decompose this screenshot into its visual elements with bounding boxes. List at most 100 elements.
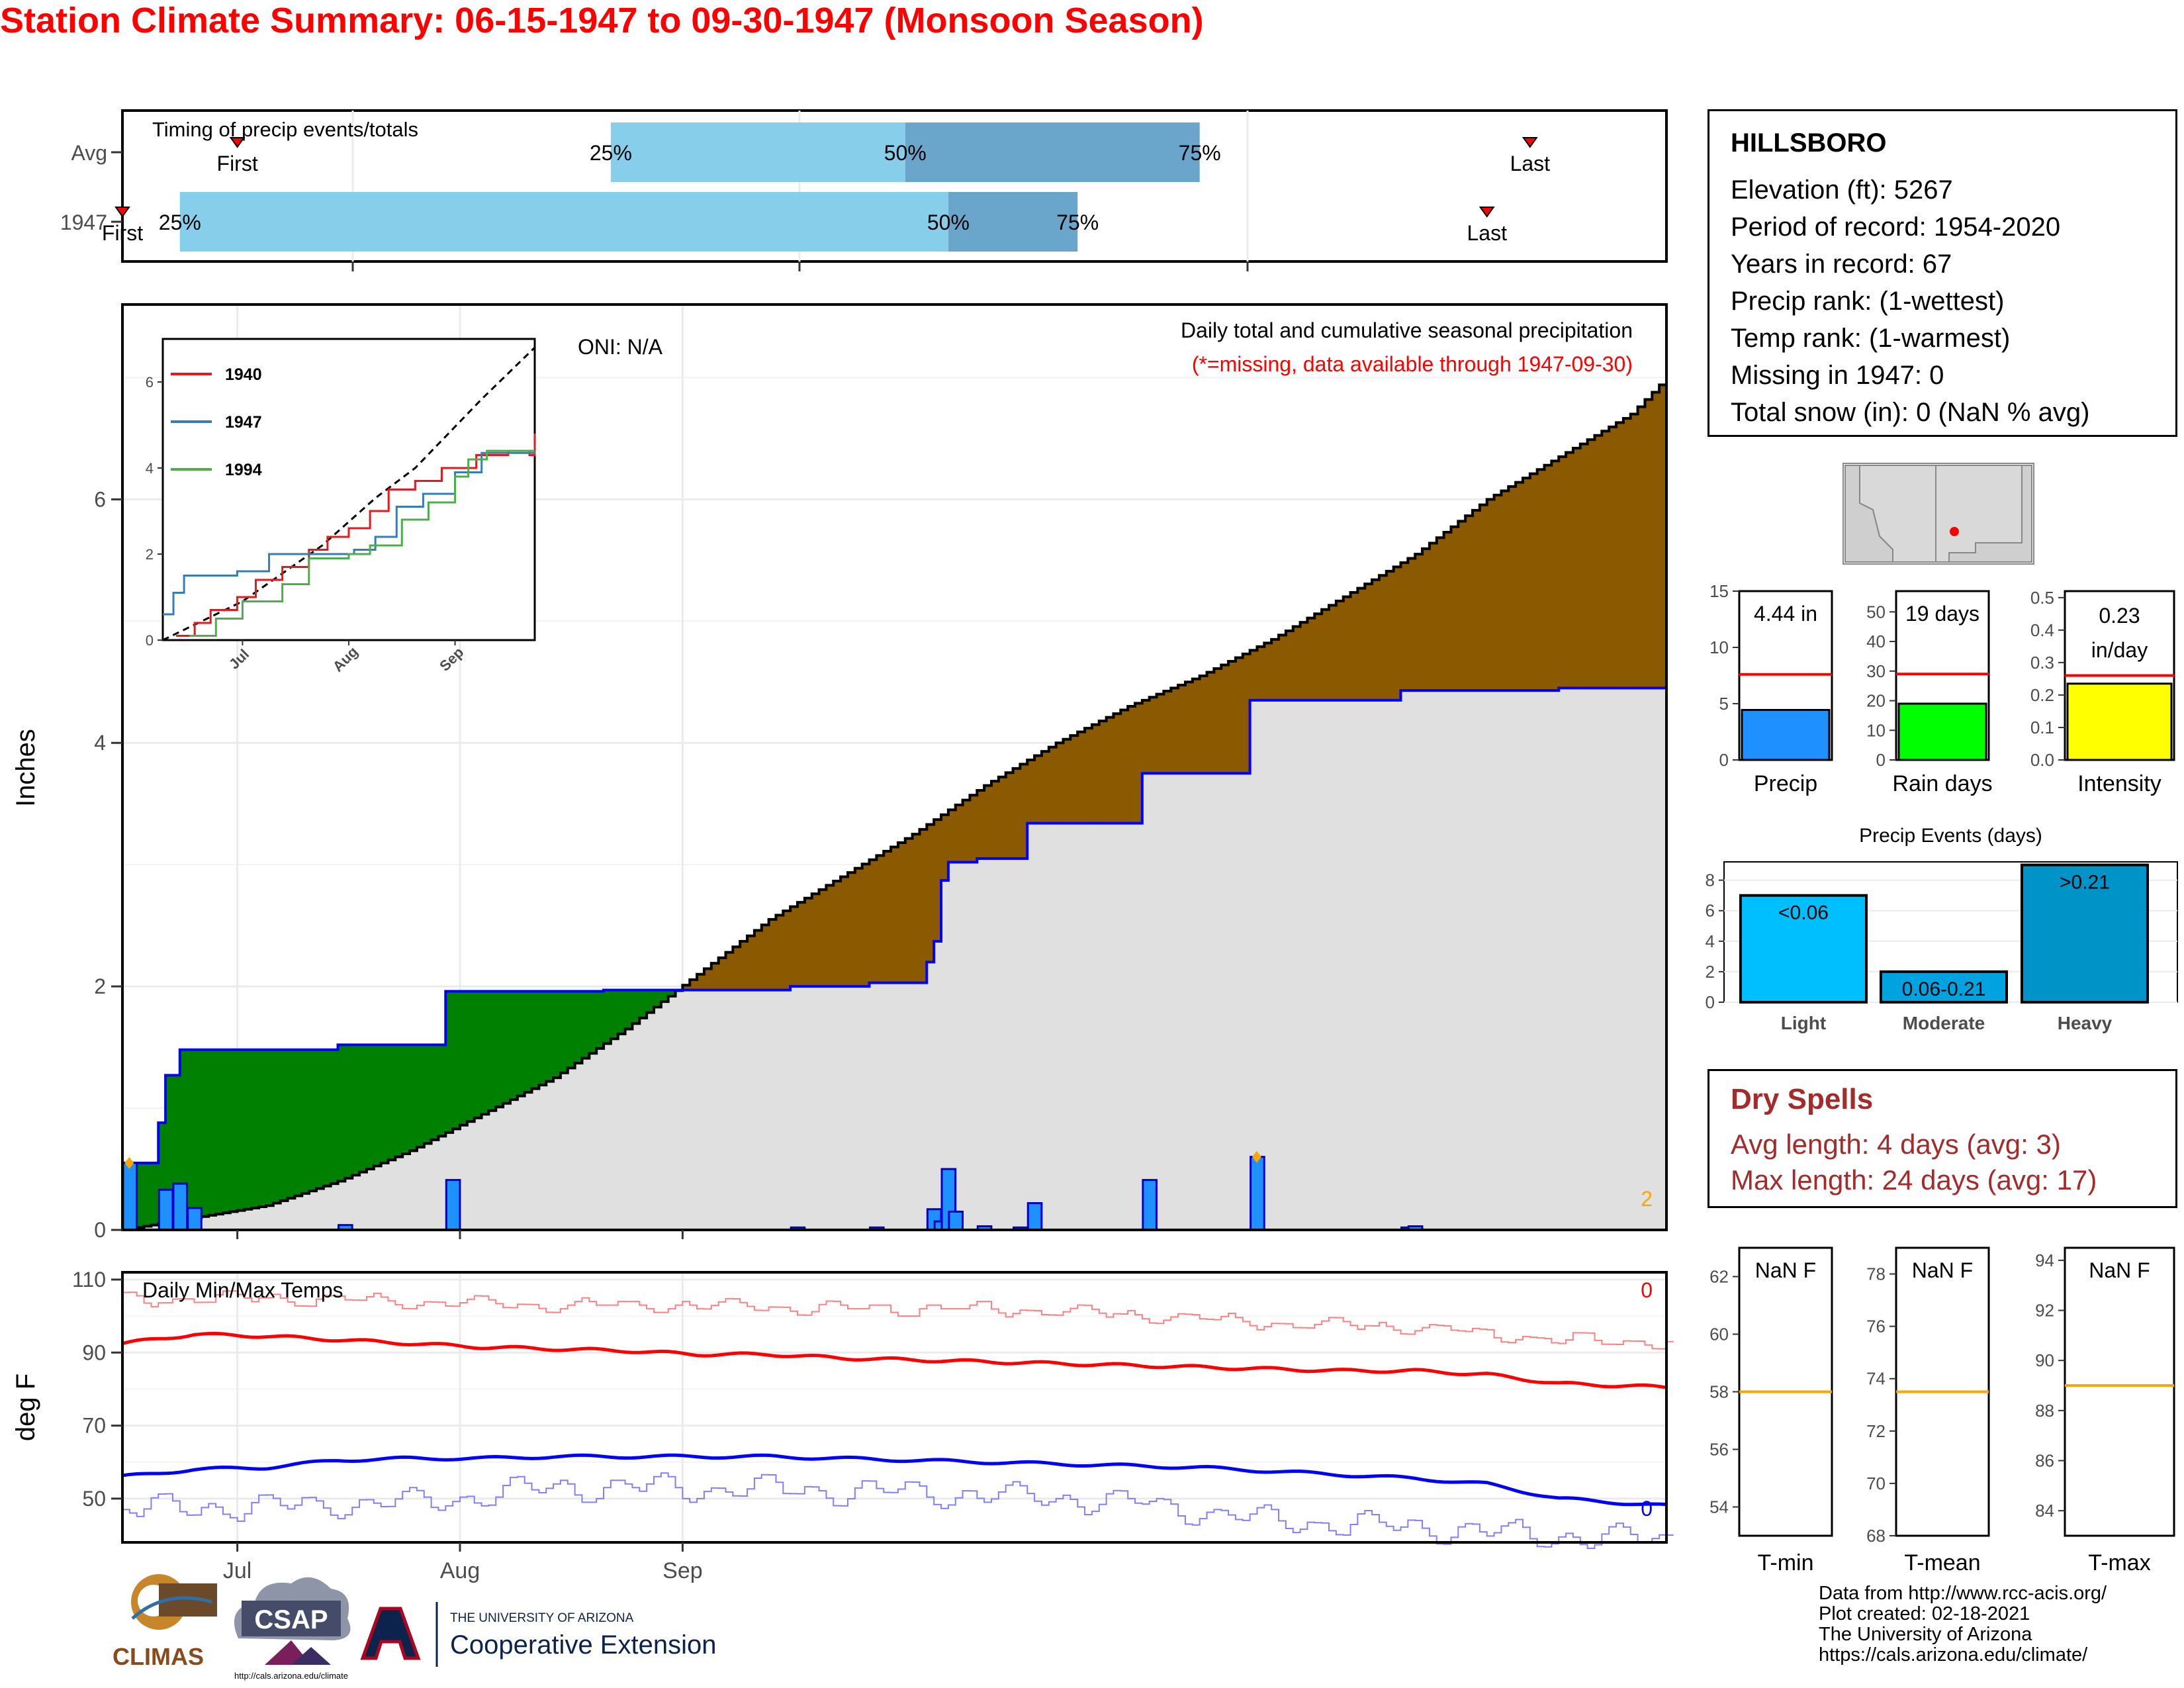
below-average-area: [869, 859, 877, 983]
timing-marker-label: Last: [1467, 221, 1507, 245]
temp-ytick: 110: [72, 1268, 106, 1291]
below-average-area: [704, 968, 712, 990]
summary-ytick: 10: [1709, 637, 1729, 657]
below-average-area: [718, 957, 727, 990]
above-average-area: [266, 1049, 274, 1206]
above-average-area: [431, 1045, 439, 1140]
below-average-area: [1379, 575, 1387, 700]
above-average-area: [596, 991, 604, 1049]
below-average-area: [819, 889, 827, 987]
temp-summary-value: NaN F: [1912, 1258, 1973, 1282]
inset-legend-label: 1940: [225, 365, 262, 384]
below-average-area: [1494, 494, 1502, 691]
below-average-area: [1522, 478, 1531, 691]
below-average-area: [955, 805, 964, 863]
below-average-area: [1235, 657, 1244, 774]
above-average-area: [136, 1162, 145, 1228]
below-average-area: [711, 963, 719, 990]
below-average-area: [1516, 482, 1524, 691]
temp-summary-ytick: 78: [1866, 1264, 1886, 1284]
station-precip-rank: Precip rank: (1-wettest): [1731, 287, 2005, 316]
temp-summary-label: T-max: [2088, 1550, 2150, 1575]
above-average-area: [517, 991, 525, 1096]
temp-summary-ytick: 56: [1709, 1440, 1729, 1460]
below-average-area: [1357, 588, 1365, 700]
above-average-area: [503, 991, 511, 1103]
temp-summary-ytick: 54: [1709, 1497, 1729, 1517]
below-average-area: [970, 795, 978, 863]
below-average-area: [1322, 609, 1330, 700]
timing-marker-label: First: [102, 221, 143, 245]
below-average-area: [897, 843, 906, 983]
timing-marker: [229, 137, 246, 148]
below-average-area: [1041, 751, 1050, 823]
summary-ytick: 0.3: [2030, 653, 2054, 673]
below-average-area: [783, 911, 791, 990]
below-average-area: [1343, 596, 1351, 700]
daily-precip-bar: [158, 1188, 174, 1231]
above-average-area: [574, 991, 583, 1063]
missing-count: 2: [1641, 1187, 1653, 1211]
chart-title: Station Climate Summary: 06-15-1947 to 0…: [0, 1, 1204, 40]
timing-row-label: 1947: [60, 211, 107, 234]
below-average-area: [1580, 444, 1588, 688]
below-average-area: [1142, 700, 1150, 774]
above-average-area: [388, 1045, 396, 1160]
above-average-area: [668, 990, 676, 996]
below-average-area: [1077, 731, 1085, 823]
below-average-area: [833, 880, 841, 987]
below-average-area: [1034, 755, 1042, 823]
temp-summary-ytick: 76: [1866, 1317, 1886, 1336]
above-average-area: [639, 990, 647, 1018]
below-average-area: [1279, 635, 1287, 700]
below-average-area: [1544, 465, 1552, 691]
station-info-box: HILLSBORO Elevation (ft): 5267 Period of…: [1707, 109, 2177, 437]
summary-label: Rain days: [1892, 771, 1992, 796]
summary-ytick: 0.2: [2030, 685, 2054, 705]
station-elevation: Elevation (ft): 5267: [1731, 175, 1953, 205]
below-average-area: [927, 824, 934, 962]
below-average-area: [1479, 504, 1488, 691]
missing-note: (*=missing, data available through 1947-…: [1192, 352, 1633, 376]
quartile-bar-dark: [948, 192, 1078, 252]
temp-summary-value: NaN F: [2089, 1258, 2150, 1282]
daily-precip-bar: [172, 1182, 189, 1231]
below-average-area: [1473, 510, 1480, 691]
above-average-area: [553, 991, 561, 1078]
temp-summary-ytick: 92: [2035, 1301, 2054, 1321]
above-average-area: [302, 1049, 310, 1194]
below-average-area: [754, 930, 762, 990]
below-average-area: [1285, 630, 1294, 700]
below-average-area: [1400, 562, 1408, 691]
below-average-area: [1386, 571, 1394, 700]
below-average-area: [1422, 548, 1430, 691]
above-average-area: [474, 991, 482, 1118]
precip-ytick: 6: [94, 487, 106, 511]
below-average-area: [1372, 579, 1380, 700]
quartile-label: 50%: [927, 211, 970, 234]
cumulative-1947-line: [122, 686, 1666, 1164]
below-average-area: [1250, 650, 1258, 700]
temp-summary-ytick: 72: [1866, 1421, 1886, 1441]
summary-ytick: 0.5: [2030, 588, 2054, 608]
event-category: Heavy: [2058, 1013, 2113, 1033]
temp-summary-label: T-mean: [1904, 1550, 1980, 1575]
precip-ytick: 4: [94, 731, 106, 755]
temp-lines: [122, 1290, 1674, 1550]
below-average-area: [1393, 567, 1402, 700]
event-bar: [1739, 894, 1868, 1004]
events-ytick: 0: [1706, 992, 1715, 1012]
location-map: [1843, 463, 2034, 565]
below-average-area: [1508, 487, 1516, 691]
below-average-area: [1091, 724, 1100, 823]
below-average-area: [1458, 521, 1466, 691]
summary-ytick: 0: [1719, 750, 1729, 770]
below-average-area: [776, 915, 784, 990]
below-average-area: [905, 838, 913, 983]
temp-summary-ytick: 90: [2035, 1350, 2054, 1370]
timing-marker: [114, 207, 130, 218]
below-average-area: [1149, 697, 1158, 774]
above-average-area: [194, 1049, 202, 1218]
above-average-area: [330, 1049, 339, 1184]
event-category: Light: [1781, 1013, 1826, 1033]
